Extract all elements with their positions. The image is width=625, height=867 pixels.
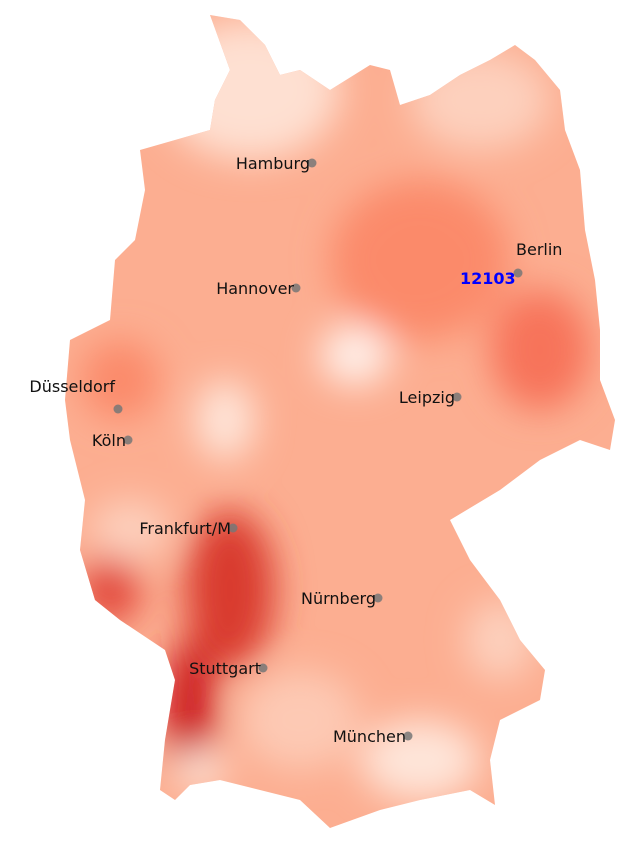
city-label: Frankfurt/M [139,519,231,538]
city-marker [373,593,383,603]
city-marker [123,435,133,445]
city-label: Hannover [216,279,294,298]
highlight-postcode-label: 12103 [460,269,516,288]
city-label: Köln [92,431,126,450]
city-marker [291,283,301,293]
city-label: München [333,727,406,746]
city-label: Nürnberg [301,589,376,608]
city-marker [113,404,123,414]
city-marker [307,158,317,168]
city-label: Leipzig [399,388,455,407]
city-marker [403,731,413,741]
city-label: Stuttgart [189,659,261,678]
city-markers: Hamburg Berlin Hannover Düsseldorf Köln Leipz… [29,154,562,746]
city-label: Düsseldorf [29,377,115,396]
city-marker [513,268,523,278]
city-marker [228,523,238,533]
city-marker [258,663,268,673]
city-label: Hamburg [236,154,310,173]
city-label: Berlin [516,240,562,259]
city-marker [452,392,462,402]
